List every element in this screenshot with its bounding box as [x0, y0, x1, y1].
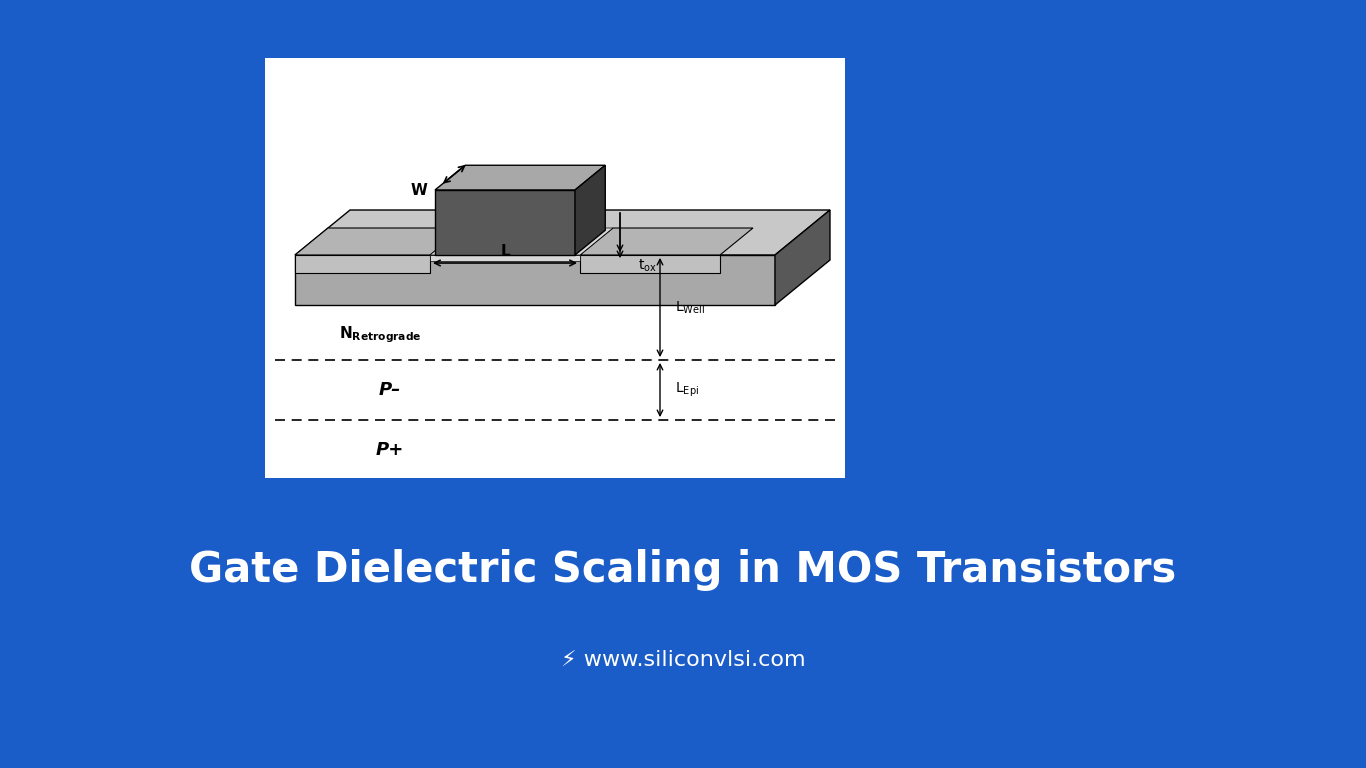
- Text: Gate Dielectric Scaling in MOS Transistors: Gate Dielectric Scaling in MOS Transisto…: [190, 549, 1176, 591]
- Polygon shape: [295, 228, 463, 255]
- Text: t$_{\mathregular{ox}}$: t$_{\mathregular{ox}}$: [638, 258, 657, 274]
- Text: P+: P+: [376, 441, 404, 459]
- Text: L: L: [500, 243, 510, 259]
- Polygon shape: [581, 228, 753, 255]
- Text: P–: P–: [378, 381, 402, 399]
- Text: L$_{\mathregular{Epi}}$: L$_{\mathregular{Epi}}$: [675, 381, 699, 399]
- Polygon shape: [295, 255, 775, 305]
- Polygon shape: [295, 255, 430, 273]
- Bar: [265, 58, 846, 478]
- Polygon shape: [434, 165, 605, 190]
- Polygon shape: [430, 255, 581, 261]
- Polygon shape: [430, 228, 613, 255]
- Polygon shape: [775, 210, 831, 305]
- Polygon shape: [581, 255, 720, 273]
- Text: N$_{\mathregular{Retrograde}}$: N$_{\mathregular{Retrograde}}$: [339, 325, 421, 346]
- Polygon shape: [434, 190, 575, 255]
- Text: L$_{\mathregular{Well}}$: L$_{\mathregular{Well}}$: [675, 300, 705, 316]
- Text: ⚡ www.siliconvlsi.com: ⚡ www.siliconvlsi.com: [560, 650, 806, 670]
- Polygon shape: [575, 165, 605, 255]
- Text: W: W: [410, 183, 428, 198]
- Polygon shape: [295, 210, 831, 255]
